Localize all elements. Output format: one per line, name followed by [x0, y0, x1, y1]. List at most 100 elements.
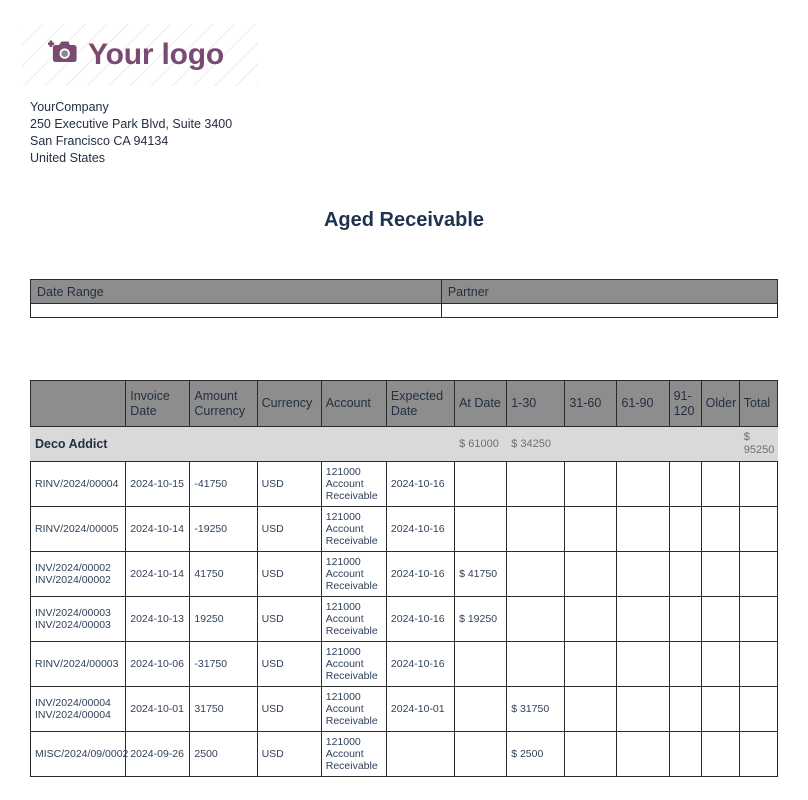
cell-invoice-date: 2024-09-26 — [125, 731, 191, 777]
cell-account: 121000 Account Receivable — [320, 686, 387, 732]
cell-61-90 — [616, 551, 670, 597]
cell-91-120 — [668, 641, 702, 687]
cell-91-120 — [668, 686, 702, 732]
cell-1-30 — [506, 551, 566, 597]
camera-icon — [47, 38, 78, 71]
filter-header-date-range: Date Range — [30, 279, 442, 304]
cell-expected-date: 2024-10-16 — [385, 641, 456, 687]
col-header-invoice-date: Invoice Date — [125, 380, 191, 427]
group-amount-currency — [189, 426, 258, 462]
cell-reference: RINV/2024/00005 — [29, 506, 127, 552]
cell-1-30 — [506, 461, 566, 507]
table-row[interactable]: MISC/2024/09/0002 2024-09-26 2500 USD 12… — [29, 731, 779, 777]
cell-older — [700, 596, 740, 642]
table-row[interactable]: INV/2024/00003 INV/2024/00003 2024-10-13… — [29, 596, 779, 642]
cell-at-date — [454, 506, 508, 552]
company-country: United States — [30, 151, 106, 165]
cell-older — [700, 506, 740, 552]
cell-older — [700, 731, 740, 777]
company-address-line2: San Francisco CA 94134 — [30, 134, 169, 148]
logo-text: Your logo — [88, 37, 224, 71]
cell-91-120 — [668, 506, 702, 552]
table-row[interactable]: INV/2024/00004 INV/2024/00004 2024-10-01… — [29, 686, 779, 732]
cell-91-120 — [668, 461, 702, 507]
cell-reference: INV/2024/00004 INV/2024/00004 — [29, 686, 127, 732]
cell-invoice-date: 2024-10-06 — [125, 641, 191, 687]
group-1-30: $ 34250 — [506, 426, 566, 462]
filter-value-date-range — [30, 303, 442, 318]
cell-31-60 — [564, 641, 618, 687]
group-older — [700, 426, 740, 462]
cell-amount-currency: 41750 — [189, 551, 258, 597]
filter-value-row — [30, 303, 779, 318]
company-address: YourCompany 250 Executive Park Blvd, Sui… — [30, 99, 778, 167]
cell-amount-currency: -31750 — [189, 641, 258, 687]
table-row[interactable]: RINV/2024/00003 2024-10-06 -31750 USD 12… — [29, 641, 779, 687]
company-logo: Your logo — [22, 24, 258, 86]
col-header-expected-date: Expected Date — [385, 380, 456, 427]
cell-total — [738, 461, 779, 507]
col-header-older: Older — [700, 380, 740, 427]
cell-amount-currency: 2500 — [189, 731, 258, 777]
cell-61-90 — [616, 686, 670, 732]
cell-amount-currency: -19250 — [189, 506, 258, 552]
cell-amount-currency: -41750 — [189, 461, 258, 507]
cell-61-90 — [616, 731, 670, 777]
filter-header-partner: Partner — [440, 279, 779, 304]
group-currency — [256, 426, 322, 462]
cell-total — [738, 731, 779, 777]
document-header: Your logo YourCompany 250 Executive Park… — [22, 0, 778, 167]
cell-invoice-date: 2024-10-01 — [125, 686, 191, 732]
group-row-deco-addict[interactable]: Deco Addict $ 61000 $ 34250 $ 95250 — [29, 426, 779, 462]
cell-31-60 — [564, 686, 618, 732]
col-header-31-60: 31-60 — [564, 380, 618, 427]
col-header-1-30: 1-30 — [506, 380, 566, 427]
cell-1-30: $ 2500 — [506, 731, 566, 777]
cell-total — [738, 641, 779, 687]
cell-61-90 — [616, 506, 670, 552]
cell-account: 121000 Account Receivable — [320, 641, 387, 687]
cell-expected-date: 2024-10-16 — [385, 551, 456, 597]
company-name: YourCompany — [30, 100, 109, 114]
aged-receivable-table: Invoice Date Amount Currency Currency Ac… — [29, 380, 779, 777]
cell-expected-date: 2024-10-16 — [385, 596, 456, 642]
cell-at-date — [454, 731, 508, 777]
group-61-90 — [616, 426, 670, 462]
cell-total — [738, 596, 779, 642]
group-account — [320, 426, 387, 462]
table-body: Deco Addict $ 61000 $ 34250 $ 95250 RINV… — [29, 426, 779, 777]
col-header-at-date: At Date — [454, 380, 508, 427]
cell-61-90 — [616, 461, 670, 507]
cell-31-60 — [564, 596, 618, 642]
cell-reference: INV/2024/00003 INV/2024/00003 — [29, 596, 127, 642]
cell-61-90 — [616, 596, 670, 642]
cell-at-date — [454, 641, 508, 687]
table-row[interactable]: INV/2024/00002 INV/2024/00002 2024-10-14… — [29, 551, 779, 597]
group-91-120 — [668, 426, 702, 462]
cell-invoice-date: 2024-10-14 — [125, 506, 191, 552]
filter-value-partner — [440, 303, 779, 318]
cell-invoice-date: 2024-10-15 — [125, 461, 191, 507]
table-row[interactable]: RINV/2024/00005 2024-10-14 -19250 USD 12… — [29, 506, 779, 552]
cell-at-date: $ 19250 — [454, 596, 508, 642]
cell-31-60 — [564, 506, 618, 552]
col-header-currency: Currency — [256, 380, 322, 427]
cell-91-120 — [668, 731, 702, 777]
group-expected-date — [385, 426, 456, 462]
cell-reference: MISC/2024/09/0002 — [29, 731, 128, 777]
cell-1-30 — [506, 506, 566, 552]
table-row[interactable]: RINV/2024/00004 2024-10-15 -41750 USD 12… — [29, 461, 779, 507]
cell-older — [700, 641, 740, 687]
cell-account: 121000 Account Receivable — [320, 551, 387, 597]
cell-account: 121000 Account Receivable — [320, 596, 387, 642]
cell-currency: USD — [256, 686, 322, 732]
cell-31-60 — [564, 731, 618, 777]
cell-account: 121000 Account Receivable — [320, 461, 387, 507]
col-header-reference — [29, 380, 127, 427]
col-header-total: Total — [738, 380, 779, 427]
cell-31-60 — [564, 461, 618, 507]
company-address-line1: 250 Executive Park Blvd, Suite 3400 — [30, 117, 233, 131]
cell-older — [700, 686, 740, 732]
cell-older — [700, 461, 740, 507]
